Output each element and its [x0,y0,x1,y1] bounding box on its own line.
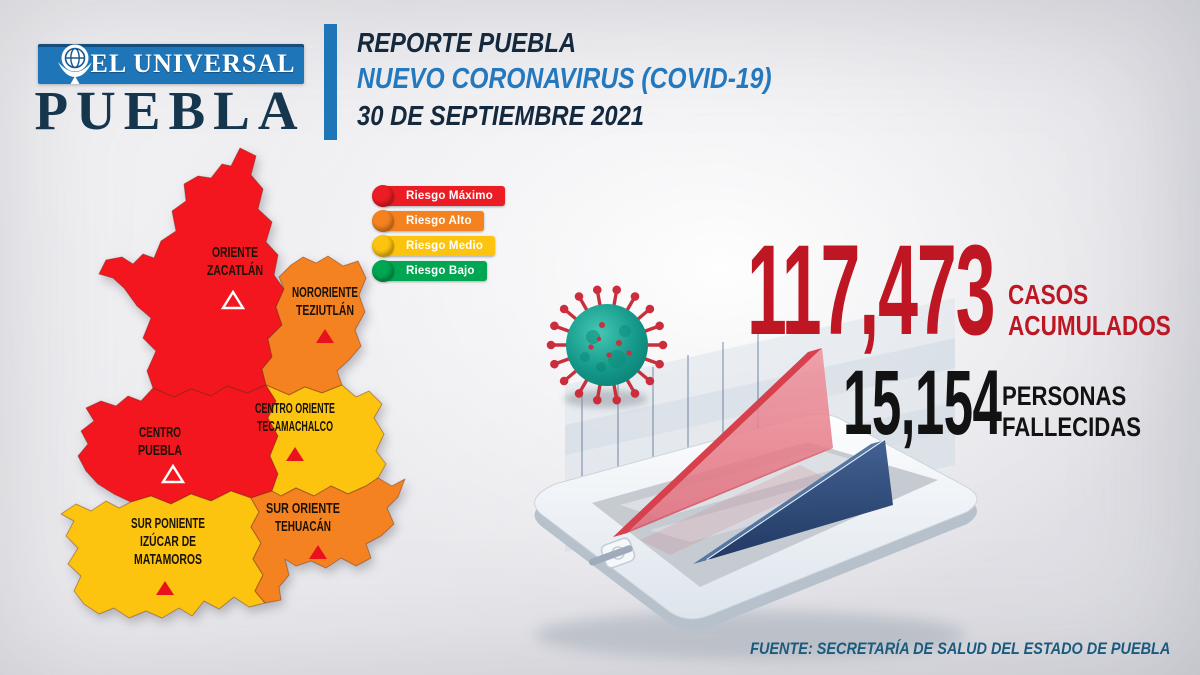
cases-label-line2: ACUMULADOS [1008,310,1171,342]
deaths-count: 15,154 [843,352,1002,454]
deaths-label-line1: PERSONAS [1002,381,1127,411]
marker-tehuacan-red-triangle-icon [309,545,327,559]
map-region-sur-poniente-izucar [60,490,266,619]
legend-dot-bajo [372,260,394,282]
label-oriente-zacatlan-1: ORIENTE [212,244,258,261]
tablet-side-slot [588,545,633,566]
legend-item-riesgo-maximo: Riesgo Máximo [372,185,505,207]
marker-teziutlan-red-triangle-icon [316,329,334,343]
red-wedge-cases [613,348,833,537]
label-izucar-2: IZÚCAR DE [140,532,196,550]
tablet-shadow [535,611,965,659]
marker-centro-puebla-white-triangle-icon [160,463,186,484]
legend-label-bajo: Riesgo Bajo [406,265,475,277]
masthead-region: PUEBLA [34,80,306,141]
map-region-oriente-zacatlan [98,147,285,398]
label-izucar-3: MATAMOROS [134,551,202,568]
label-oriente-zacatlan-2: ZACATLÁN [207,262,263,279]
source-attribution: FUENTE: SECRETARÍA DE SALUD DEL ESTADO D… [749,639,1170,658]
deaths-label-line2: FALLECIDAS [1002,411,1142,442]
report-date: 30 DE SEPTIEMBRE 2021 [357,100,645,132]
el-universal-banner: EL UNIVERSAL [38,44,304,84]
map-region-nororiente-teziutlan [261,255,367,396]
legend-label-maximo: Riesgo Máximo [406,190,493,202]
coronavirus-icon [546,285,668,408]
marker-zacatlan-white-triangle-icon [220,289,246,310]
legend-dot-maximo [372,185,394,207]
legend-dot-medio [372,235,394,257]
label-tecamachalco-1: CENTRO ORIENTE [255,400,335,417]
legend-item-riesgo-bajo: Riesgo Bajo [372,260,505,282]
label-tehuacan-2: TEHUACÁN [275,518,331,535]
report-subtitle: NUEVO CORONAVIRUS (COVID-19) [357,63,772,96]
legend-label-alto: Riesgo Alto [406,215,472,227]
map-region-labels: ORIENTE ZACATLÁN NORORIENTE TEZIUTLÁN CE… [131,244,358,595]
label-centro-puebla-1: CENTRO [139,424,181,441]
deaths-label: PERSONAS FALLECIDAS [1002,381,1141,443]
puebla-risk-map: ORIENTE ZACATLÁN NORORIENTE TEZIUTLÁN CE… [60,147,406,619]
blue-wedge-deaths [693,439,893,564]
cases-label: CASOS ACUMULADOS [1008,279,1171,342]
marker-izucar-red-triangle-icon [156,581,174,595]
el-universal-emblem-icon [54,42,96,88]
label-nororiente-teziutlan-1: NORORIENTE [292,284,358,301]
report-title: REPORTE PUEBLA [357,27,577,58]
header-divider-bar [324,24,337,140]
risk-legend: Riesgo Máximo Riesgo Alto Riesgo Medio R… [372,185,505,282]
masthead-title: EL UNIVERSAL [90,49,296,78]
legend-label-medio: Riesgo Medio [406,240,484,252]
legend-item-riesgo-alto: Riesgo Alto [372,210,505,232]
cases-label-line1: CASOS [1008,279,1089,310]
report-header: REPORTE PUEBLA NUEVO CORONAVIRUS (COVID-… [357,26,845,132]
legend-item-riesgo-medio: Riesgo Medio [372,235,505,257]
marker-tecamachalco-red-triangle-icon [286,447,304,461]
label-centro-puebla-2: PUEBLA [138,442,182,459]
tablet-chart-illustration [534,298,978,659]
map-region-sur-oriente-tehuacan [250,477,406,604]
label-tecamachalco-2: TECAMACHALCO [257,418,333,435]
label-nororiente-teziutlan-2: TEZIUTLÁN [296,302,354,319]
legend-dot-alto [372,210,394,232]
cases-count: 117,473 [747,219,995,362]
label-tehuacan-1: SUR ORIENTE [266,500,340,517]
label-izucar-1: SUR PONIENTE [131,515,205,532]
